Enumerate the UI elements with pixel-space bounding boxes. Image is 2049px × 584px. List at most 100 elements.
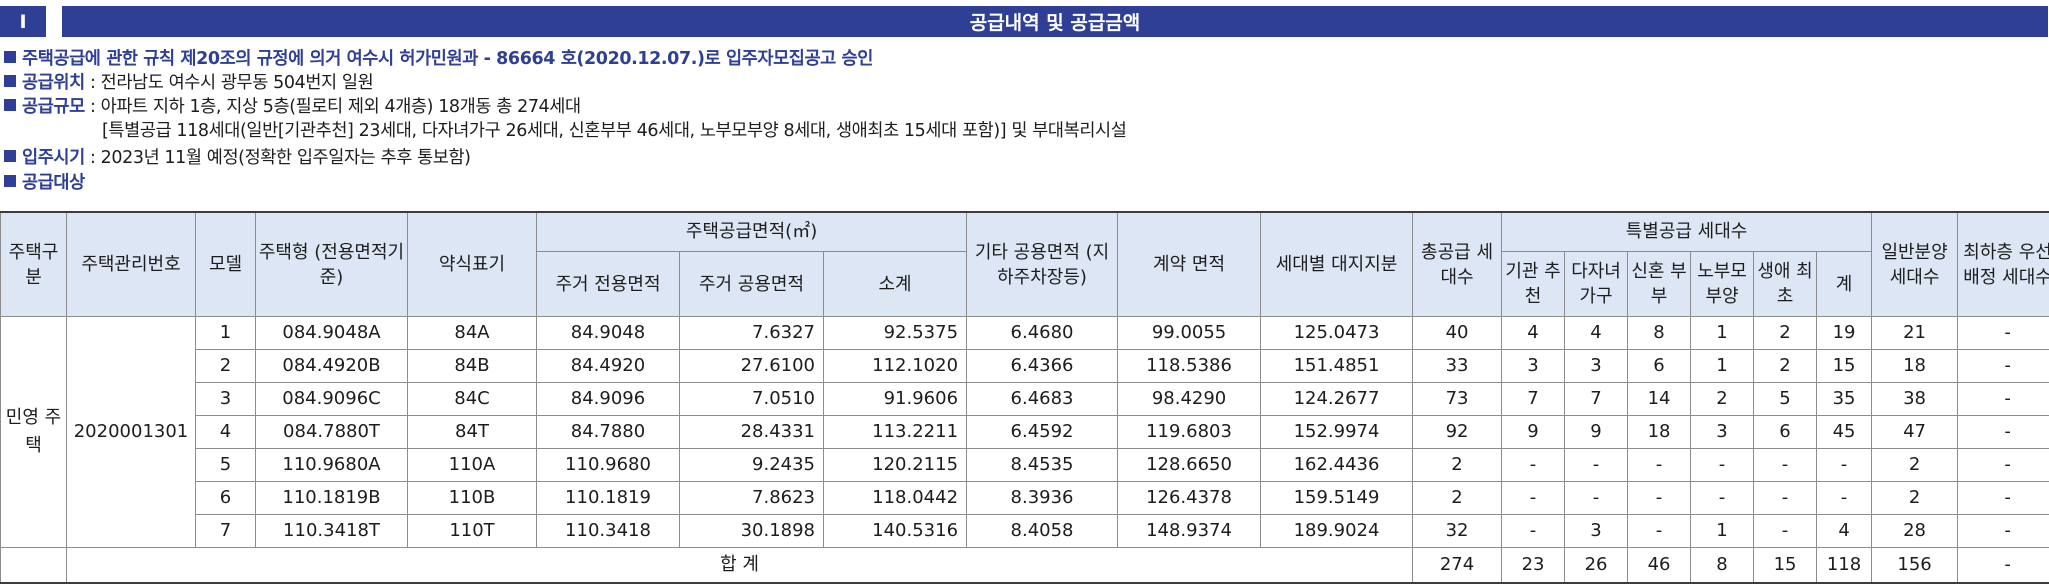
cell-general: 21 <box>1872 317 1958 350</box>
table-header-row: 주택구분 주택관리번호 모델 주택형 (전용면적기준) 약식표기 주택공급면적(… <box>1 212 2049 252</box>
cell-common: 7.8623 <box>680 482 824 515</box>
cell-general: 47 <box>1872 416 1958 449</box>
cell-contract: 148.9374 <box>1118 515 1261 548</box>
header-special-parents: 노부모 부양 <box>1691 252 1754 317</box>
cell-s1: 3 <box>1502 350 1565 383</box>
header-mgmt-number: 주택관리번호 <box>67 212 196 317</box>
header-special-newlywed: 신혼 부부 <box>1628 252 1691 317</box>
header-special-multichild: 다자녀 가구 <box>1565 252 1628 317</box>
section-title: 공급내역 및 공급금액 <box>62 6 2048 37</box>
movein-value: : 2023년 11월 예정(정확한 입주일자는 추후 통보함) <box>85 148 471 168</box>
cell-land: 125.0473 <box>1261 317 1413 350</box>
table-row: 4 084.7880T 84T 84.7880 28.4331 113.2211… <box>1 416 2049 449</box>
cell-land: 124.2677 <box>1261 383 1413 416</box>
cell-top: - <box>1958 383 2049 416</box>
cell-other: 6.4366 <box>967 350 1118 383</box>
cell-s1: 9 <box>1502 416 1565 449</box>
table-row: 2 084.4920B 84B 84.4920 27.6100 112.1020… <box>1 350 2049 383</box>
scale-detail: [특별공급 118세대(일반[기관추천] 23세대, 다자녀가구 26세대, 신… <box>102 121 1126 141</box>
cell-model: 4 <box>196 416 256 449</box>
supply-table: 주택구분 주택관리번호 모델 주택형 (전용면적기준) 약식표기 주택공급면적(… <box>0 211 2049 584</box>
total-s-sum: 118 <box>1817 548 1872 584</box>
cell-contract: 119.6803 <box>1118 416 1261 449</box>
cell-exclusive: 84.4920 <box>537 350 680 383</box>
cell-model: 2 <box>196 350 256 383</box>
cell-common: 7.0510 <box>680 383 824 416</box>
cell-s4: 2 <box>1691 383 1754 416</box>
cell-total: 40 <box>1413 317 1502 350</box>
cell-s2: 3 <box>1565 350 1628 383</box>
cell-subtotal: 112.1020 <box>824 350 967 383</box>
cell-s5: 6 <box>1754 416 1817 449</box>
header-special-firsttime: 생애 최초 <box>1754 252 1817 317</box>
cell-general: 28 <box>1872 515 1958 548</box>
cell-total: 32 <box>1413 515 1502 548</box>
header-land-share: 세대별 대지지분 <box>1261 212 1413 317</box>
target-label: 공급대상 <box>22 173 85 193</box>
header-housing-type: 주택형 (전용면적기준) <box>256 212 408 317</box>
cell-exclusive: 110.3418 <box>537 515 680 548</box>
cell-s1: 7 <box>1502 383 1565 416</box>
cell-type: 084.9096C <box>256 383 408 416</box>
target-line: 공급대상 <box>4 172 85 195</box>
cell-other: 6.4680 <box>967 317 1118 350</box>
cell-s1: - <box>1502 482 1565 515</box>
cell-model: 3 <box>196 383 256 416</box>
cell-exclusive: 110.1819 <box>537 482 680 515</box>
cell-general: 18 <box>1872 350 1958 383</box>
cell-s-sum: 15 <box>1817 350 1872 383</box>
cell-s3: - <box>1628 515 1691 548</box>
cell-other: 8.4058 <box>967 515 1118 548</box>
cell-model: 5 <box>196 449 256 482</box>
header-housing-class: 주택구분 <box>1 212 67 317</box>
scale-line: 공급규모 : 아파트 지하 1층, 지상 5층(필로티 제외 4개층) 18개동… <box>4 96 581 119</box>
total-blank-cell <box>1 548 67 584</box>
header-special-supply: 특별공급 세대수 <box>1502 212 1872 252</box>
cell-s4: 1 <box>1691 317 1754 350</box>
total-s3: 46 <box>1628 548 1691 584</box>
cell-type: 110.9680A <box>256 449 408 482</box>
table-row: 6 110.1819B 110B 110.1819 7.8623 118.044… <box>1 482 2049 515</box>
cell-top: - <box>1958 317 2049 350</box>
cell-general: 2 <box>1872 449 1958 482</box>
cell-common: 30.1898 <box>680 515 824 548</box>
bullet-square-icon <box>4 51 16 63</box>
cell-top: - <box>1958 515 2049 548</box>
cell-type: 084.9048A <box>256 317 408 350</box>
cell-s5: 5 <box>1754 383 1817 416</box>
cell-subtotal: 118.0442 <box>824 482 967 515</box>
cell-s2: - <box>1565 449 1628 482</box>
cell-subtotal: 140.5316 <box>824 515 967 548</box>
total-row: 합 계 274 23 26 46 8 15 118 156 - <box>1 548 2049 584</box>
header-special-institution: 기관 추천 <box>1502 252 1565 317</box>
cell-s2: - <box>1565 482 1628 515</box>
cell-exclusive: 110.9680 <box>537 449 680 482</box>
cell-type: 084.7880T <box>256 416 408 449</box>
cell-s3: - <box>1628 482 1691 515</box>
cell-s1: 4 <box>1502 317 1565 350</box>
cell-s1: - <box>1502 515 1565 548</box>
cell-common: 27.6100 <box>680 350 824 383</box>
cell-abbr: 110T <box>408 515 537 548</box>
table-row: 3 084.9096C 84C 84.9096 7.0510 91.9606 6… <box>1 383 2049 416</box>
cell-s3: 18 <box>1628 416 1691 449</box>
cell-s4: 1 <box>1691 350 1754 383</box>
cell-common: 9.2435 <box>680 449 824 482</box>
total-s4: 8 <box>1691 548 1754 584</box>
location-value: : 전라남도 여수시 광무동 504번지 일원 <box>85 73 373 93</box>
cell-s5: - <box>1754 449 1817 482</box>
cell-type: 084.4920B <box>256 350 408 383</box>
cell-general: 2 <box>1872 482 1958 515</box>
cell-s4: - <box>1691 482 1754 515</box>
cell-s-sum: - <box>1817 449 1872 482</box>
bullet-square-icon <box>4 175 16 187</box>
cell-subtotal: 91.9606 <box>824 383 967 416</box>
cell-s1: - <box>1502 449 1565 482</box>
bullet-square-icon <box>4 150 16 162</box>
bullet-square-icon <box>4 75 16 87</box>
header-special-sum: 계 <box>1817 252 1872 317</box>
location-label: 공급위치 <box>22 73 85 93</box>
cell-total: 33 <box>1413 350 1502 383</box>
scale-value: : 아파트 지하 1층, 지상 5층(필로티 제외 4개층) 18개동 총 27… <box>85 97 581 117</box>
header-common-area: 주거 공용면적 <box>680 252 824 317</box>
